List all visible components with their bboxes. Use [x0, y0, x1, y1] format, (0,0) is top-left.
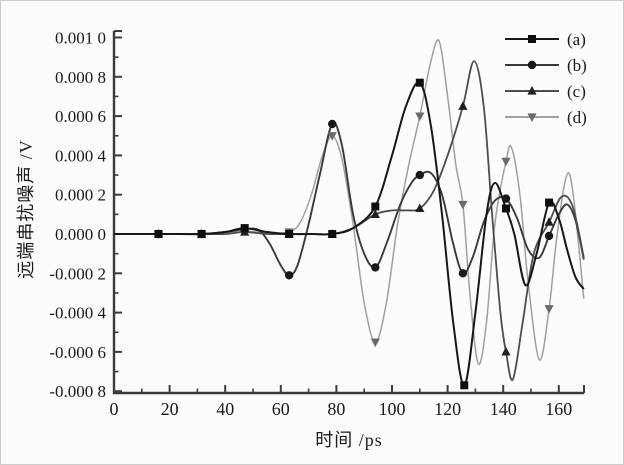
series-a-marker	[240, 224, 249, 233]
legend-b-label: (b)	[567, 56, 587, 75]
series-c-marker	[415, 203, 425, 213]
series-d-marker	[327, 132, 337, 141]
legend-a-label: (a)	[567, 30, 586, 49]
y-tick-label: -0.000 6	[49, 343, 106, 362]
x-tick-label: 140	[490, 399, 517, 419]
x-tick-label: 160	[545, 399, 572, 419]
x-tick-label: 60	[272, 399, 290, 419]
series-a-marker	[460, 381, 469, 390]
x-tick-label: 20	[161, 399, 179, 419]
series-a-line	[114, 81, 585, 387]
series-c-marker	[501, 346, 511, 356]
series-b-marker	[415, 170, 424, 180]
y-tick-label: 0.000 2	[55, 186, 106, 205]
y-tick-label: -0.000 2	[49, 264, 106, 283]
x-tick-label: 120	[434, 399, 461, 419]
series-a-marker	[328, 230, 337, 238]
series-b-marker	[328, 119, 337, 129]
y-tick-label: 0.000 8	[55, 68, 106, 87]
series-a-marker	[371, 202, 380, 211]
series-a-marker	[154, 230, 163, 238]
x-tick-label: 100	[379, 399, 406, 419]
y-tick-label: -0.000 4	[49, 304, 106, 323]
series-d-marker	[370, 338, 380, 348]
series-d-marker	[544, 305, 554, 314]
series-d-line	[114, 39, 585, 366]
y-tick-label: -0.000 8	[49, 382, 106, 401]
series-b-marker	[501, 194, 511, 203]
y-tick-label: 0.000 4	[55, 146, 107, 165]
series-d-marker	[501, 157, 511, 167]
series-b-marker	[458, 269, 468, 278]
x-axis-title: 时间 /ps	[315, 430, 383, 450]
x-tick-label: 0	[110, 399, 119, 419]
x-tick-label: 40	[216, 399, 234, 419]
legend-b-marker	[527, 60, 537, 70]
y-axis-title: 远端串扰噪声 /V	[16, 139, 36, 279]
y-tick-label: 0.001 0	[55, 29, 106, 48]
axis-end-caps	[114, 30, 585, 393]
series-a-marker	[545, 198, 554, 207]
legend-c-label: (c)	[567, 82, 586, 101]
series-d-marker	[458, 200, 468, 210]
series-c-marker	[370, 209, 380, 218]
y-tick-label: 0.000 6	[55, 107, 106, 126]
legend-d-marker	[527, 113, 537, 122]
series-a-marker	[501, 204, 510, 213]
series-b-marker	[284, 271, 294, 280]
y-tick-label: 0.000 0	[55, 225, 106, 244]
series-b-marker	[371, 263, 380, 272]
legend-a-marker	[528, 35, 536, 43]
series-c-marker	[544, 217, 554, 226]
series-c-line	[114, 60, 585, 381]
series-a-marker	[285, 230, 294, 238]
x-tick-label: 80	[327, 399, 345, 419]
series-b-marker	[544, 231, 554, 241]
series-d-marker	[415, 112, 425, 122]
legend-d-label: (d)	[567, 108, 587, 127]
legend-c-marker	[527, 86, 537, 95]
series-a-marker	[415, 78, 424, 87]
series-c-marker	[458, 101, 468, 110]
series-a-marker	[197, 230, 206, 238]
